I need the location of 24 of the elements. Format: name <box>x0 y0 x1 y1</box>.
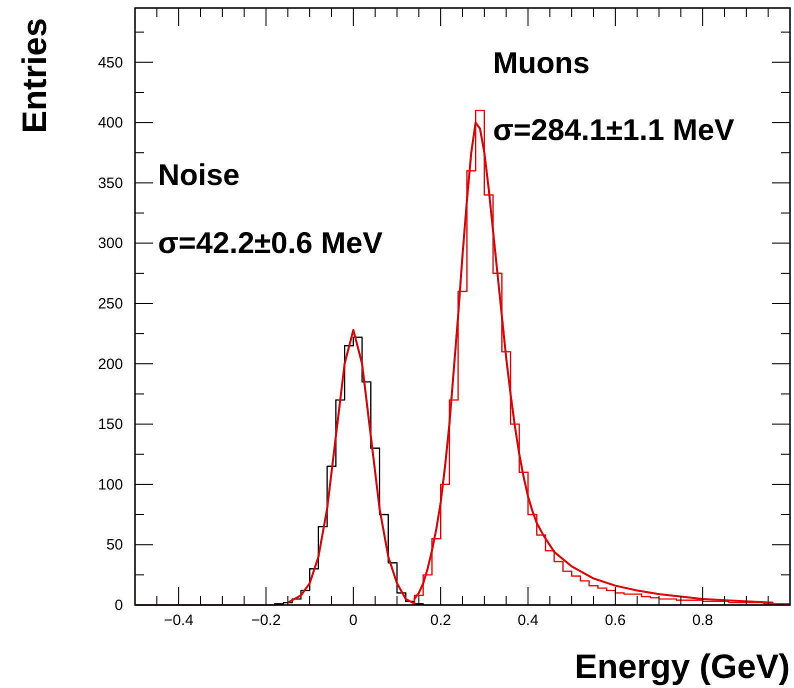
y-tick-label: 350 <box>98 174 123 192</box>
x-axis-title: Energy (GeV) <box>574 648 790 686</box>
y-tick-label: 450 <box>98 54 123 72</box>
annotation: σ=42.2±0.6 MeV <box>158 227 383 260</box>
x-tick-label: 0.2 <box>430 612 452 629</box>
x-tick-label: −0.2 <box>251 612 281 629</box>
x-tick-label: 0.8 <box>692 612 714 629</box>
y-tick-label: 150 <box>98 416 123 434</box>
y-tick-label: 0 <box>114 597 123 614</box>
y-tick-label: 50 <box>106 536 123 554</box>
y-tick-label: 200 <box>98 356 123 373</box>
x-tick-label: 0.6 <box>604 612 626 629</box>
y-axis-title: Entries <box>16 18 54 134</box>
y-tick-label: 300 <box>98 235 123 252</box>
annotation: σ=284.1±1.1 MeV <box>493 114 734 147</box>
x-tick-label: 0 <box>349 612 358 629</box>
annotation: Muons <box>493 47 590 80</box>
y-tick-label: 100 <box>98 476 123 494</box>
y-tick-label: 250 <box>98 295 123 312</box>
x-tick-label: 0.4 <box>518 612 538 629</box>
line-series <box>286 329 416 605</box>
x-tick-label: −0.4 <box>164 612 194 629</box>
annotation: Noise <box>158 159 240 192</box>
y-tick-label: 400 <box>98 114 123 132</box>
